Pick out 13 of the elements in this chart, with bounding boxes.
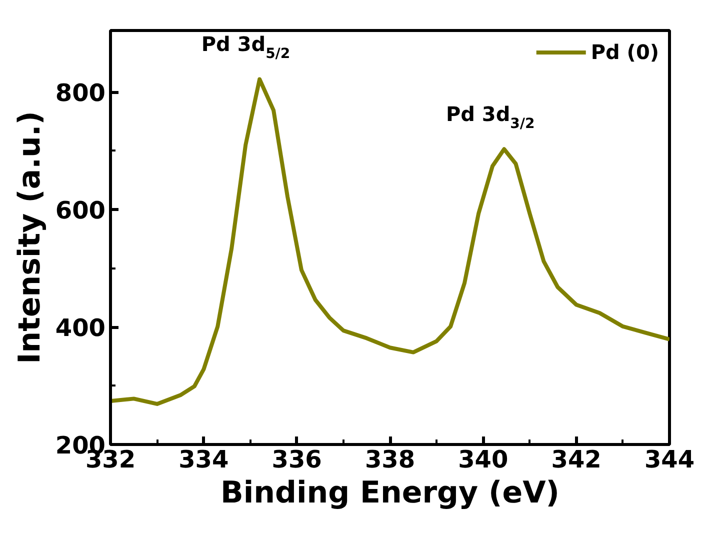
x-tick-label: 336 <box>272 446 322 474</box>
y-axis-title: Intensity (a.u.) <box>12 111 48 364</box>
x-tick-label: 344 <box>644 446 695 474</box>
x-tick-label: 338 <box>364 446 416 474</box>
y-tick-label: 800 <box>55 79 106 108</box>
x-axis-title: Binding Energy (eV) <box>220 476 560 510</box>
legend-label: Pd (0) <box>590 40 659 64</box>
y-tick-label: 600 <box>55 196 106 225</box>
x-tick-label: 340 <box>458 446 508 474</box>
x-tick-label: 334 <box>178 446 229 474</box>
x-tick-label: 342 <box>551 446 602 474</box>
y-tick-label: 400 <box>55 314 106 342</box>
line-series <box>110 77 670 406</box>
